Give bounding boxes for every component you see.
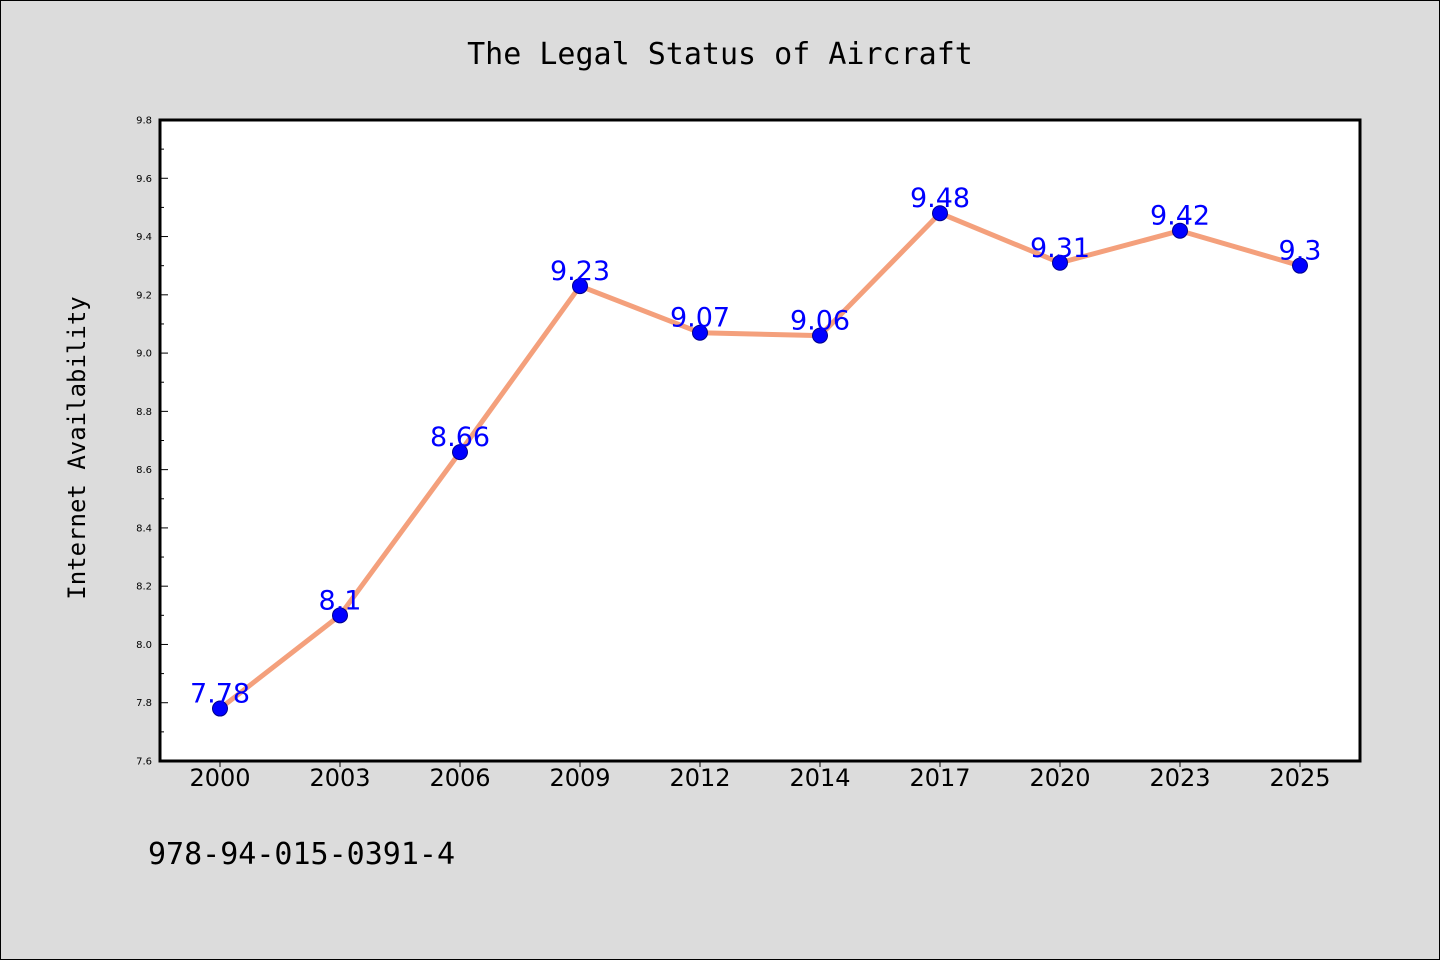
x-axis-tick-labels: 2000 2003 2006 2009 2012 2014 2017 2020 2023 2025 [189, 764, 1330, 792]
data-point-marker [812, 327, 828, 344]
x-tick-label: 2012 [669, 764, 730, 792]
plot-frame [158, 118, 1362, 763]
data-point-marker [932, 205, 948, 222]
y-tick-label: 9.8 [136, 116, 152, 127]
data-point-marker [1172, 222, 1188, 239]
x-tick-label: 2000 [189, 764, 250, 792]
data-point-marker [1292, 257, 1308, 274]
data-point-marker [452, 444, 468, 461]
data-point-label: 8.66 [430, 422, 490, 453]
x-tick-label: 2017 [909, 764, 970, 792]
plot-area [160, 120, 1360, 761]
data-point-marker [212, 700, 228, 717]
data-point-label: 9.07 [670, 303, 730, 334]
x-tick-label: 2025 [1269, 764, 1330, 792]
y-axis-tick-labels: 7.6 7.8 8.0 8.2 8.4 8.6 8.8 9.0 9.2 9.4 9.6 9.8 [136, 116, 152, 768]
data-point-label: 9.3 [1279, 236, 1322, 267]
data-point-label: 9.31 [1030, 233, 1090, 264]
y-tick-label: 7.8 [136, 698, 152, 709]
y-tick-label: 8.4 [136, 523, 152, 534]
data-point-label: 8.1 [319, 585, 362, 616]
x-tick-label: 2014 [789, 764, 850, 792]
data-point-label: 9.48 [910, 183, 970, 214]
x-tick-label: 2020 [1029, 764, 1090, 792]
series-layer: 7.78 8.1 8.66 9.23 9.07 9.06 9.48 9.31 9.42 9.3 [190, 183, 1322, 717]
chart-title: The Legal Status of Aircraft [467, 37, 973, 72]
x-tick-label: 2009 [549, 764, 610, 792]
y-tick-label: 9.0 [136, 349, 152, 360]
series-line [217, 210, 1303, 712]
y-tick-label: 8.6 [136, 465, 152, 476]
y-tick-label: 9.2 [136, 290, 152, 301]
y-tick-label: 9.4 [136, 232, 152, 243]
data-point-label: 9.23 [550, 256, 610, 287]
footnote-isbn: 978-94-015-0391-4 [148, 837, 455, 872]
y-axis-label: Internet Availability [63, 296, 91, 599]
data-point-marker [572, 278, 588, 295]
data-point-marker [332, 607, 348, 624]
data-point-label: 9.42 [1150, 201, 1210, 232]
x-tick-label: 2003 [309, 764, 370, 792]
y-tick-label: 8.0 [136, 640, 152, 651]
y-tick-label: 8.2 [136, 582, 152, 593]
x-tick-label: 2006 [429, 764, 490, 792]
data-point-marker [692, 324, 708, 341]
y-tick-label: 9.6 [136, 174, 152, 185]
y-tick-label: 7.6 [136, 757, 152, 768]
data-point-marker [1052, 254, 1068, 271]
y-tick-label: 8.8 [136, 407, 152, 418]
x-tick-label: 2023 [1149, 764, 1210, 792]
data-point-label: 9.06 [790, 306, 850, 337]
data-point-label: 7.78 [190, 679, 250, 710]
